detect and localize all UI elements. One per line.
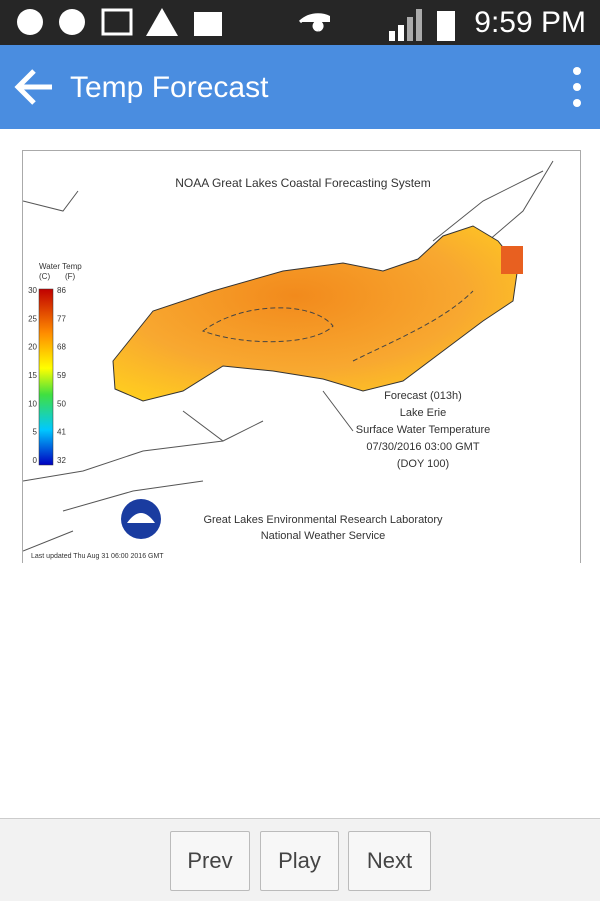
legend-label: 15 bbox=[28, 371, 37, 380]
map-updated: Last updated Thu Aug 31 06:00 2016 GMT bbox=[31, 553, 164, 560]
legend-label: 86 bbox=[57, 286, 66, 295]
app-bar: Temp Forecast bbox=[0, 45, 600, 129]
back-button[interactable] bbox=[12, 65, 56, 109]
map-credit: National Weather Service bbox=[261, 530, 386, 542]
legend-unit: (F) bbox=[65, 272, 76, 281]
signal-battery bbox=[389, 9, 455, 41]
forecast-map: NOAA Great Lakes Coastal Forecasting Sys… bbox=[22, 150, 581, 563]
bottom-bar: Prev Play Next bbox=[0, 818, 600, 901]
map-image: NOAA Great Lakes Coastal Forecasting Sys… bbox=[22, 160, 554, 560]
legend-label: 50 bbox=[57, 399, 66, 408]
map-info: Forecast (013h) bbox=[384, 390, 462, 402]
legend-colorbar bbox=[38, 288, 54, 466]
legend-label: 5 bbox=[33, 428, 38, 437]
legend-label: 68 bbox=[57, 343, 66, 352]
app-title: Temp Forecast bbox=[70, 71, 269, 104]
clock: 9:59 PM bbox=[474, 6, 586, 39]
legend-label: 10 bbox=[28, 399, 37, 408]
play-button[interactable]: Play bbox=[260, 831, 339, 891]
map-title: NOAA Great Lakes Coastal Forecasting Sys… bbox=[175, 176, 430, 190]
map-credit: Great Lakes Environmental Research Labor… bbox=[203, 514, 443, 526]
overflow-menu[interactable] bbox=[565, 65, 589, 109]
legend-label: 32 bbox=[57, 456, 66, 465]
legend-label: 25 bbox=[28, 314, 37, 323]
map-info: Surface Water Temperature bbox=[356, 424, 491, 436]
legend-label: 77 bbox=[57, 314, 66, 323]
legend-title: Water Temp bbox=[39, 262, 82, 271]
status-icons bbox=[17, 8, 338, 36]
legend-unit: (C) bbox=[39, 272, 50, 281]
map-info: Lake Erie bbox=[400, 407, 446, 419]
legend-label: 20 bbox=[28, 343, 37, 352]
legend-label: 30 bbox=[28, 286, 37, 295]
legend-label: 41 bbox=[57, 428, 66, 437]
legend-label: 0 bbox=[33, 456, 38, 465]
map-info: (DOY 100) bbox=[397, 458, 449, 470]
status-bar: 9:59 PM bbox=[0, 0, 600, 45]
legend-label: 59 bbox=[57, 371, 66, 380]
prev-button[interactable]: Prev bbox=[170, 831, 250, 891]
map-info: 07/30/2016 03:00 GMT bbox=[366, 441, 479, 453]
next-button[interactable]: Next bbox=[348, 831, 431, 891]
